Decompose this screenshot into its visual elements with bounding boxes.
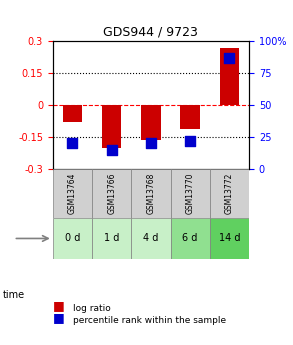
Text: GSM13766: GSM13766 bbox=[107, 173, 116, 214]
Bar bbox=[180, 105, 200, 129]
FancyBboxPatch shape bbox=[92, 218, 131, 259]
Text: GSM13770: GSM13770 bbox=[186, 173, 195, 214]
Text: ■: ■ bbox=[53, 299, 64, 312]
Title: GDS944 / 9723: GDS944 / 9723 bbox=[103, 26, 198, 39]
Point bbox=[227, 55, 232, 61]
FancyBboxPatch shape bbox=[53, 169, 92, 218]
Point bbox=[149, 141, 153, 146]
Text: 4 d: 4 d bbox=[143, 234, 159, 244]
FancyBboxPatch shape bbox=[131, 169, 171, 218]
FancyBboxPatch shape bbox=[131, 218, 171, 259]
Text: 1 d: 1 d bbox=[104, 234, 119, 244]
Text: time: time bbox=[3, 290, 25, 300]
Bar bbox=[102, 105, 121, 148]
Point bbox=[109, 147, 114, 152]
Point bbox=[70, 141, 75, 146]
Text: GSM13764: GSM13764 bbox=[68, 173, 77, 214]
FancyBboxPatch shape bbox=[210, 169, 249, 218]
Point bbox=[188, 138, 193, 144]
Bar bbox=[63, 105, 82, 122]
Text: GSM13768: GSM13768 bbox=[146, 173, 155, 214]
Text: 6 d: 6 d bbox=[183, 234, 198, 244]
Bar bbox=[141, 105, 161, 140]
FancyBboxPatch shape bbox=[210, 218, 249, 259]
Text: 14 d: 14 d bbox=[219, 234, 240, 244]
FancyBboxPatch shape bbox=[171, 218, 210, 259]
Text: 0 d: 0 d bbox=[65, 234, 80, 244]
Text: ■: ■ bbox=[53, 311, 64, 324]
FancyBboxPatch shape bbox=[53, 218, 92, 259]
Bar bbox=[220, 48, 239, 105]
FancyBboxPatch shape bbox=[171, 169, 210, 218]
Text: log ratio: log ratio bbox=[73, 304, 111, 313]
Text: percentile rank within the sample: percentile rank within the sample bbox=[73, 316, 226, 325]
FancyBboxPatch shape bbox=[92, 169, 131, 218]
Text: GSM13772: GSM13772 bbox=[225, 173, 234, 214]
